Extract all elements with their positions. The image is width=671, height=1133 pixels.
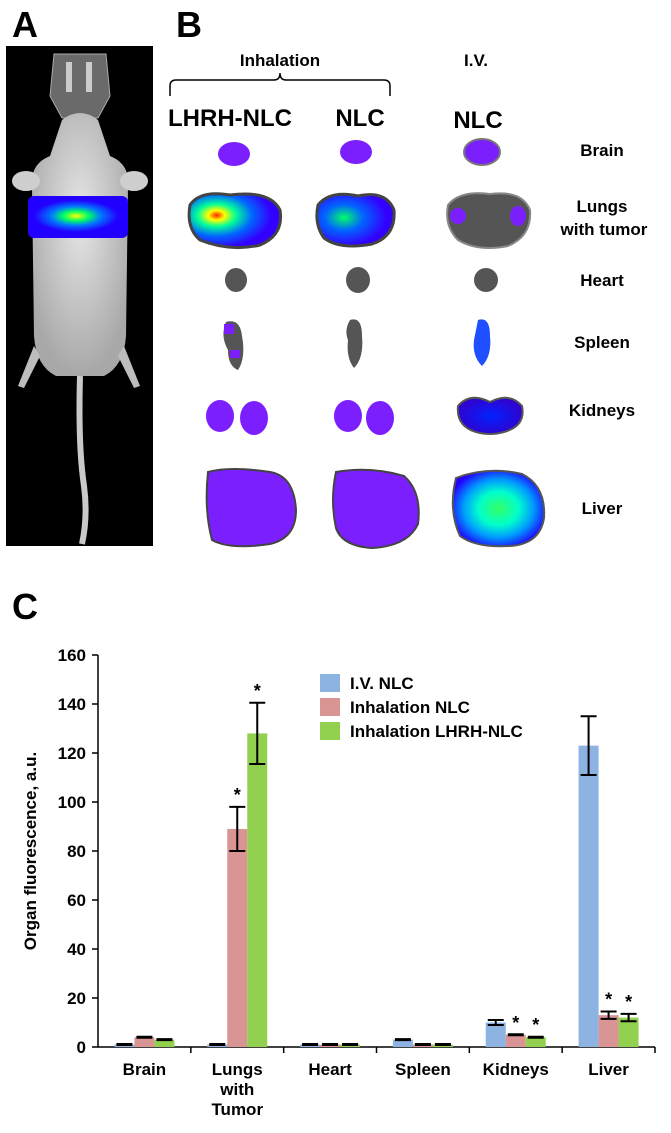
inhalation-bracket — [169, 72, 391, 96]
col-label-nlc-iv: NLC — [453, 107, 502, 134]
bar — [485, 1022, 506, 1047]
y-tick-label: 20 — [67, 989, 86, 1008]
y-tick-label: 60 — [67, 891, 86, 910]
x-category-label: Kidneys — [483, 1060, 549, 1079]
organ-label-heart: Heart — [580, 271, 624, 290]
iv-header: I.V. — [464, 51, 488, 70]
fluorescence-bar-chart: 0 20 40 60 80 100 120 140 160 Organ fluorescence,… — [21, 646, 656, 1119]
y-tick-label: 140 — [58, 695, 86, 714]
significance-star: * — [512, 1013, 519, 1033]
x-category-label: Brain — [123, 1060, 166, 1079]
organ-lungs-lhrh — [187, 192, 283, 250]
bar — [598, 1015, 619, 1047]
organ-kidneys-iv — [456, 396, 524, 435]
y-tick-label: 160 — [58, 646, 86, 665]
y-tick-label: 100 — [58, 793, 86, 812]
organ-heart-nlc — [346, 267, 370, 293]
organ-label-kidneys: Kidneys — [569, 401, 635, 420]
organ-label-lungs-1: Lungs — [577, 197, 628, 216]
organ-lungs-iv — [446, 192, 532, 249]
panel-b-label: B — [176, 4, 202, 45]
y-tick-label: 0 — [77, 1038, 86, 1057]
panel-a-label: A — [12, 4, 38, 45]
organ-spleen-iv — [473, 319, 491, 366]
col-label-lhrh-nlc: LHRH-NLC — [168, 105, 292, 132]
col-label-nlc-inh: NLC — [335, 105, 384, 132]
y-tick-label: 40 — [67, 940, 86, 959]
panel-c-label: C — [12, 586, 38, 627]
x-category-label: Lungs — [212, 1060, 263, 1079]
significance-star: * — [605, 989, 612, 1009]
bar — [618, 1017, 639, 1047]
organ-images-panel: Inhalation I.V. LHRH-NLC NLC NLC Brain L… — [168, 51, 648, 550]
bar — [578, 745, 599, 1047]
x-category-label: Spleen — [395, 1060, 451, 1079]
organ-label-lungs-2: with tumor — [560, 220, 648, 239]
organ-label-liver: Liver — [582, 499, 623, 518]
y-tick-label: 120 — [58, 744, 86, 763]
organ-kidney-nlc-1 — [334, 400, 362, 432]
bar — [525, 1037, 546, 1047]
bar — [134, 1037, 155, 1047]
chart-bars: * * * * * * — [114, 681, 639, 1047]
x-category-label: Tumor — [211, 1100, 263, 1119]
significance-star: * — [234, 785, 241, 805]
legend-label: I.V. NLC — [350, 674, 414, 693]
bar — [505, 1034, 526, 1047]
organ-brain-nlc — [340, 140, 372, 164]
bar — [247, 733, 268, 1047]
x-category-label: with — [219, 1080, 254, 1099]
legend-label: Inhalation LHRH-NLC — [350, 722, 523, 741]
x-category-label: Heart — [308, 1060, 352, 1079]
organ-liver-nlc — [332, 468, 420, 550]
organ-heart-iv — [474, 268, 498, 292]
legend-swatch — [320, 698, 340, 716]
significance-star: * — [625, 992, 632, 1012]
organ-liver-lhrh — [205, 468, 298, 548]
organ-kidney-nlc-2 — [366, 401, 394, 435]
mouse-image — [6, 46, 153, 546]
significance-star: * — [254, 681, 261, 701]
organ-brain-iv — [463, 138, 501, 166]
organ-label-spleen: Spleen — [574, 333, 630, 352]
organ-lungs-nlc — [315, 192, 396, 248]
organ-label-brain: Brain — [580, 141, 623, 160]
x-category-label: Liver — [588, 1060, 629, 1079]
organ-brain-lhrh — [218, 142, 250, 166]
significance-star: * — [532, 1015, 539, 1035]
legend-label: Inhalation NLC — [350, 698, 470, 717]
y-axis-title: Organ fluorescence, a.u. — [21, 752, 40, 950]
legend-swatch — [320, 722, 340, 740]
bar — [227, 828, 248, 1047]
y-tick-label: 80 — [67, 842, 86, 861]
chart-axes: 0 20 40 60 80 100 120 140 160 Organ fluorescence,… — [21, 646, 656, 1119]
organ-liver-iv — [451, 469, 546, 548]
organ-kidney-lhrh-1 — [206, 400, 234, 432]
chart-legend: I.V. NLC Inhalation NLC Inhalation LHRH-NL… — [320, 674, 523, 741]
organ-kidney-lhrh-2 — [240, 401, 268, 435]
legend-swatch — [320, 674, 340, 692]
bar — [154, 1039, 175, 1047]
organ-heart-lhrh — [225, 268, 247, 292]
inhalation-header: Inhalation — [240, 51, 320, 70]
organ-spleen-nlc — [346, 319, 363, 368]
bar — [392, 1039, 413, 1047]
